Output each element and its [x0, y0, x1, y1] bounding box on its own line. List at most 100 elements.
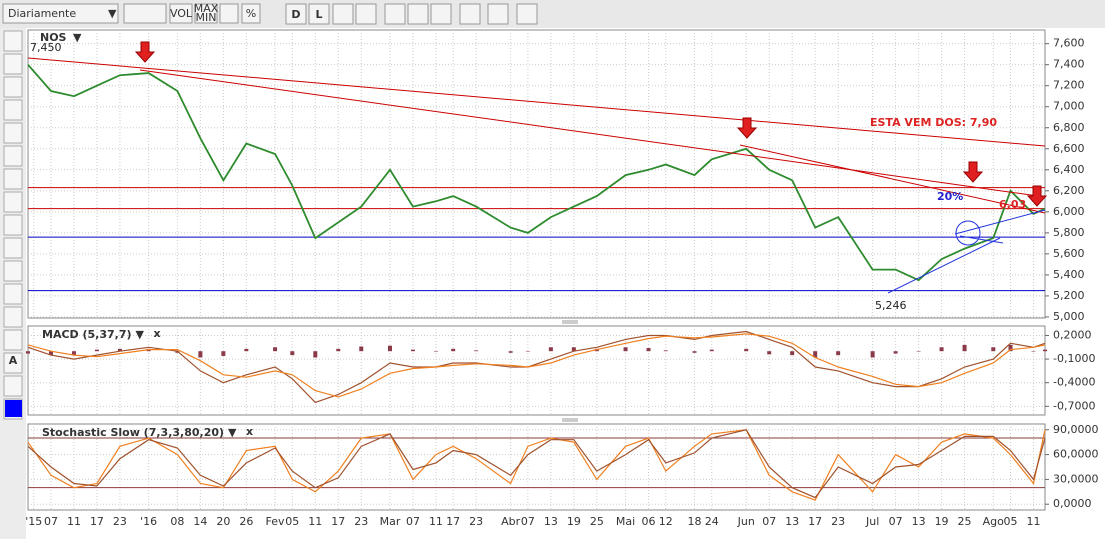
- indicator-dropdown: ▼: [136, 328, 145, 341]
- x-tick-label: '16: [140, 515, 157, 528]
- side-tool[interactable]: [4, 284, 22, 304]
- y-tick-label: -0,4000: [1053, 376, 1095, 389]
- histogram-bar: [474, 350, 478, 351]
- y-tick-label: 0,0000: [1053, 497, 1092, 510]
- histogram-bar: [647, 348, 651, 351]
- x-tick-label: 25: [958, 515, 972, 528]
- remove-indicator[interactable]: x: [246, 425, 253, 438]
- zoom-in-button[interactable]: [431, 4, 451, 24]
- side-tool[interactable]: [4, 146, 22, 166]
- y-tick-label: 5,800: [1053, 226, 1085, 239]
- x-tick-label: 14: [193, 515, 207, 528]
- histogram-bar: [836, 351, 840, 355]
- y-tick-label: 30,0000: [1053, 472, 1099, 485]
- side-tool[interactable]: [4, 123, 22, 143]
- x-tick-label: 13: [544, 515, 558, 528]
- histogram-bar: [1043, 350, 1047, 352]
- histogram-bar: [710, 350, 714, 352]
- side-tool[interactable]: [4, 192, 22, 212]
- side-tool[interactable]: [4, 77, 22, 97]
- annotation: 6,03: [999, 198, 1026, 211]
- vol-text: VOL: [170, 7, 193, 20]
- min-text: MIN: [196, 11, 217, 24]
- histogram-bar: [917, 351, 921, 352]
- x-tick-label: Mar: [380, 515, 401, 528]
- splitter: [562, 320, 578, 324]
- remove-indicator[interactable]: x: [154, 327, 161, 340]
- side-tool[interactable]: [4, 307, 22, 327]
- x-tick-label: '15: [25, 515, 42, 528]
- histogram-bar: [526, 351, 530, 352]
- histogram-bar: [744, 349, 748, 351]
- x-tick-label: 07: [762, 515, 776, 528]
- histogram-bar: [244, 349, 248, 351]
- x-tick-label: 07: [889, 515, 903, 528]
- histogram-bar: [221, 351, 225, 356]
- side-tool[interactable]: [4, 215, 22, 235]
- annotation: 20%: [937, 190, 963, 203]
- x-tick-label: 18: [688, 515, 702, 528]
- chart-type-button[interactable]: [124, 4, 166, 23]
- y-tick-label: 6,000: [1053, 205, 1085, 218]
- y-tick-label: 7,600: [1053, 37, 1085, 50]
- side-tool[interactable]: [4, 261, 22, 281]
- histogram-bar: [26, 351, 30, 353]
- help-button[interactable]: [488, 4, 508, 24]
- histogram-bar: [451, 349, 455, 351]
- print-button[interactable]: [460, 4, 480, 24]
- x-tick-label: Mai: [616, 515, 635, 528]
- x-tick-label: 23: [113, 515, 127, 528]
- y-tick-label: -0,7000: [1053, 399, 1095, 412]
- histogram-bar: [624, 347, 628, 351]
- line-tool-button[interactable]: [385, 4, 405, 24]
- x-tick-label: 11: [429, 515, 443, 528]
- histogram-bar: [940, 347, 944, 351]
- y-tick-label: 6,400: [1053, 163, 1085, 176]
- side-tool[interactable]: [4, 376, 22, 396]
- side-tool[interactable]: [4, 54, 22, 74]
- zoom-out-button[interactable]: [408, 4, 428, 24]
- y-tick-label: 6,200: [1053, 184, 1085, 197]
- side-tool[interactable]: [4, 169, 22, 189]
- side-tool[interactable]: [4, 238, 22, 258]
- x-tick-label: 17: [808, 515, 822, 528]
- l-text: L: [315, 8, 322, 21]
- symbol-dropdown: ▼: [73, 31, 82, 44]
- x-tick-label: Abr: [501, 515, 521, 528]
- y-tick-label: 5,400: [1053, 268, 1085, 281]
- x-tick-label: 08: [170, 515, 184, 528]
- side-tool[interactable]: [4, 330, 22, 350]
- cursor-button[interactable]: [356, 4, 376, 24]
- annotation: 7,450: [30, 41, 62, 54]
- histogram-bar: [198, 351, 202, 357]
- text-tool[interactable]: A: [9, 354, 18, 367]
- x-tick-label: 24: [705, 515, 719, 528]
- y-tick-label: 5,600: [1053, 247, 1085, 260]
- indicator-title: Stochastic Slow (7,3,3,80,20): [42, 426, 224, 439]
- histogram-bar: [549, 347, 553, 351]
- x-tick-label: Fev: [266, 515, 285, 528]
- histogram-bar: [767, 351, 771, 354]
- histogram-bar: [336, 349, 340, 351]
- book-button[interactable]: [517, 4, 537, 24]
- x-tick-label: 07: [406, 515, 420, 528]
- x-tick-label: 13: [785, 515, 799, 528]
- annotation: 5,246: [875, 299, 907, 312]
- y-tick-label: 6,600: [1053, 142, 1085, 155]
- histogram-bar: [894, 351, 898, 353]
- side-tool[interactable]: [4, 31, 22, 51]
- histogram-bar: [434, 351, 438, 352]
- grid-button[interactable]: [220, 4, 238, 23]
- histogram-bar: [790, 351, 794, 355]
- color-tool: [5, 400, 22, 417]
- y-tick-label: 7,400: [1053, 58, 1085, 71]
- histogram-bar: [95, 350, 99, 352]
- y-tick-label: 0,2000: [1053, 328, 1092, 341]
- x-tick-label: Jun: [737, 515, 755, 528]
- y-tick-label: 7,000: [1053, 100, 1085, 113]
- x-tick-label: 19: [567, 515, 581, 528]
- x-tick-label: 13: [912, 515, 926, 528]
- side-tool[interactable]: [4, 100, 22, 120]
- crosshair-button[interactable]: [333, 4, 353, 24]
